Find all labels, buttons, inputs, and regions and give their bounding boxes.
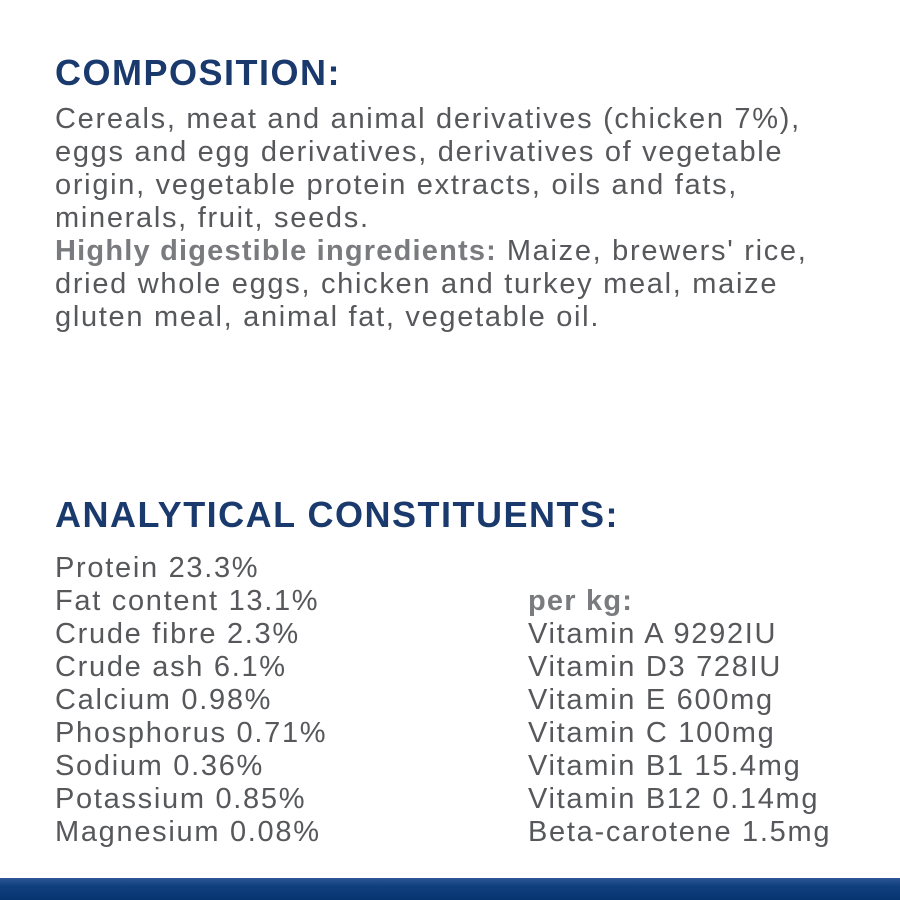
- vitamin-row: Vitamin A 9292IU: [528, 618, 831, 651]
- composition-line: dried whole eggs, chicken and turkey mea…: [55, 268, 779, 300]
- vitamin-value: 9292IU: [673, 618, 778, 650]
- constituent-row: Potassium 0.85%: [55, 783, 327, 816]
- constituent-name: Sodium: [55, 750, 164, 782]
- column-spacer: [528, 552, 831, 585]
- vitamin-value: 1.5mg: [742, 816, 832, 848]
- vitamin-value: 100mg: [678, 717, 776, 749]
- highly-digestible-line: Highly digestible ingredients: Maize, br…: [55, 235, 808, 268]
- constituent-row: Fat content 13.1%: [55, 585, 327, 618]
- constituent-name: Protein: [55, 552, 159, 584]
- constituent-value: 13.1%: [228, 585, 320, 617]
- vitamin-name: Vitamin B1: [528, 750, 685, 782]
- constituent-row: Calcium 0.98%: [55, 684, 327, 717]
- constituent-name: Crude fibre: [55, 618, 218, 650]
- constituent-row: Crude ash 6.1%: [55, 651, 327, 684]
- composition-line: minerals, fruit, seeds.: [55, 202, 370, 234]
- constituent-name: Crude ash: [55, 651, 205, 683]
- vitamin-row: Vitamin E 600mg: [528, 684, 831, 717]
- vitamin-row: Beta-carotene 1.5mg: [528, 816, 831, 849]
- per-kg-label: per kg:: [528, 585, 634, 617]
- vitamin-name: Vitamin C: [528, 717, 669, 749]
- constituent-name: Magnesium: [55, 816, 221, 848]
- per-kg-vitamin-list: per kg: Vitamin A 9292IU Vitamin D3 728I…: [528, 552, 831, 849]
- constituent-name: Fat content: [55, 585, 219, 617]
- constituent-row: Phosphorus 0.71%: [55, 717, 327, 750]
- vitamin-row: Vitamin D3 728IU: [528, 651, 831, 684]
- composition-line: origin, vegetable protein extracts, oils…: [55, 169, 739, 201]
- vitamin-value: 15.4mg: [694, 750, 802, 782]
- constituent-value: 6.1%: [213, 651, 287, 683]
- vitamin-row: Vitamin C 100mg: [528, 717, 831, 750]
- constituent-value: 0.85%: [215, 783, 307, 815]
- constituent-name: Phosphorus: [55, 717, 227, 749]
- constituent-value: 0.36%: [173, 750, 265, 782]
- vitamin-name: Vitamin D3: [528, 651, 687, 683]
- composition-heading: COMPOSITION:: [55, 52, 341, 93]
- constituent-row: Magnesium 0.08%: [55, 816, 327, 849]
- constituent-name: Calcium: [55, 684, 172, 716]
- constituent-value: 0.71%: [236, 717, 328, 749]
- vitamin-value: 0.14mg: [712, 783, 820, 815]
- vitamin-name: Vitamin E: [528, 684, 667, 716]
- vitamin-value: 600mg: [676, 684, 774, 716]
- vitamin-row: Vitamin B12 0.14mg: [528, 783, 831, 816]
- constituent-name: Potassium: [55, 783, 206, 815]
- constituent-row: Crude fibre 2.3%: [55, 618, 327, 651]
- constituent-row: Sodium 0.36%: [55, 750, 327, 783]
- constituent-value: 23.3%: [168, 552, 260, 584]
- vitamin-value: 728IU: [696, 651, 782, 683]
- composition-line: gluten meal, animal fat, vegetable oil.: [55, 301, 601, 333]
- highly-digestible-rest: Maize, brewers' rice,: [506, 235, 808, 267]
- vitamin-name: Vitamin A: [528, 618, 664, 650]
- constituent-value: 0.98%: [181, 684, 273, 716]
- highly-digestible-label: Highly digestible ingredients:: [55, 235, 498, 267]
- composition-line: eggs and egg derivatives, derivatives of…: [55, 136, 784, 168]
- composition-line: Cereals, meat and animal derivatives (ch…: [55, 103, 801, 135]
- vitamin-row: Vitamin B1 15.4mg: [528, 750, 831, 783]
- constituent-value: 0.08%: [229, 816, 321, 848]
- analytical-constituents-list: Protein 23.3% Fat content 13.1% Crude fi…: [55, 552, 327, 849]
- constituent-row: Protein 23.3%: [55, 552, 327, 585]
- vitamin-name: Vitamin B12: [528, 783, 703, 815]
- vitamin-name: Beta-carotene: [528, 816, 733, 848]
- analytical-constituents-heading: ANALYTICAL CONSTITUENTS:: [55, 494, 620, 535]
- composition-paragraph: Cereals, meat and animal derivatives (ch…: [55, 103, 808, 334]
- constituent-value: 2.3%: [226, 618, 300, 650]
- bottom-accent-bar: [0, 878, 900, 900]
